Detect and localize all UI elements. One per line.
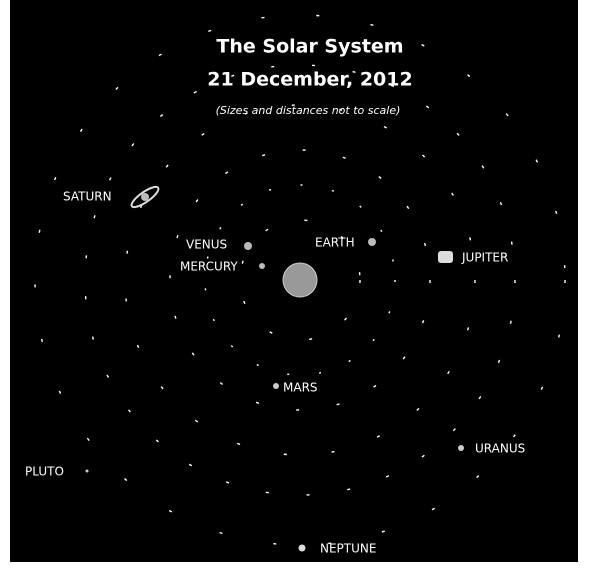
planet-label: VENUS [186,238,227,252]
planet-label: MARS [283,381,318,395]
planet-icon [438,251,453,263]
sun [283,263,317,297]
planet-label: URANUS [475,442,525,456]
planet-label: EARTH [315,236,355,250]
planet-label: SATURN [63,190,112,204]
date: 21 December, 2012 [207,69,412,91]
planet-icon [458,445,464,451]
planet-label: MERCURY [180,260,238,274]
subtitle: (Sizes and distances not to scale) [216,104,401,117]
planet-icon [368,238,376,246]
planet-icon [259,263,265,269]
planet-icon [273,383,279,389]
jupiter: JUPITER [438,251,508,265]
planet-icon [86,470,89,473]
planet-icon [141,193,149,201]
solar-system-diagram: The Solar System 21 December, 2012 (Size… [0,0,589,572]
title: The Solar System [216,36,403,58]
planet-label: NEPTUNE [320,542,376,556]
planet-icon [244,242,252,250]
planet-label: PLUTO [25,465,64,479]
planet-icon [299,545,306,552]
planet-label: JUPITER [461,251,508,265]
